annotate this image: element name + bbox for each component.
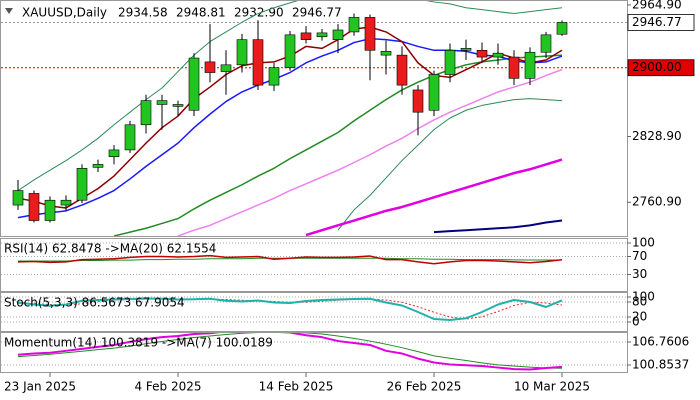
candle-body: [172, 104, 184, 107]
candle-body: [348, 17, 360, 33]
x-tick-label: 23 Jan 2025: [4, 380, 76, 394]
ohlc-close: 2946.77: [292, 6, 342, 20]
candle-body: [60, 199, 72, 206]
plot-area: [1, 333, 627, 371]
indicator-line: [17, 333, 563, 369]
candle-body: [268, 67, 280, 86]
price-box: [627, 59, 695, 77]
plot-area: [1, 242, 627, 275]
indicator-line: [177, 68, 563, 236]
candle-body: [204, 61, 216, 73]
ohlc-open: 2934.58: [118, 6, 168, 20]
price-label: 2900.00: [632, 60, 682, 74]
y-tick-label: 100: [632, 236, 655, 250]
candle-body: [508, 56, 520, 79]
y-tick-label: 70: [632, 249, 647, 263]
candle-body: [364, 17, 376, 51]
indicator-line: [305, 158, 563, 236]
y-tick-label: 2760.90: [632, 195, 682, 209]
price-label: 2946.77: [632, 15, 682, 29]
candle-body: [140, 100, 152, 126]
candle-body: [332, 29, 344, 40]
y-tick-label: 100: [632, 290, 655, 304]
x-tick-label: 26 Feb 2025: [387, 380, 462, 394]
indicator-title: Stoch(5,3,3) 86.5673 67.9054: [4, 296, 185, 310]
y-tick-label: 100.8537: [632, 358, 689, 372]
candle-body: [476, 49, 488, 58]
symbol: XAUUSD,Daily: [22, 6, 107, 20]
candle-body: [492, 52, 504, 58]
plot-area: [1, 1, 627, 236]
candle-body: [284, 34, 296, 69]
ohlc-high: 2948.81: [176, 6, 226, 20]
stoch-panel: [0, 292, 628, 332]
y-tick-label: 30: [632, 267, 647, 281]
candle-body: [556, 22, 568, 35]
indicator-line: [337, 98, 563, 231]
candle-body: [28, 193, 40, 221]
indicator-line: [113, 54, 563, 236]
candle-body: [92, 164, 104, 168]
indicator-line: [17, 37, 563, 219]
candle-body: [76, 167, 88, 201]
candle-body: [396, 54, 408, 86]
candle-body: [300, 32, 312, 40]
candle-body: [460, 48, 472, 51]
candle-body: [220, 64, 232, 72]
candle-body: [444, 49, 456, 75]
x-tick-label: 10 Mar 2025: [514, 380, 590, 394]
symbol-icon: [5, 8, 13, 14]
indicator-line: [17, 297, 563, 321]
candle-body: [44, 199, 56, 221]
y-tick-label: 80: [632, 295, 647, 309]
y-tick-label: 0: [632, 315, 640, 329]
candle-body: [156, 100, 168, 105]
candle-body: [524, 51, 536, 79]
candle-body: [12, 190, 24, 206]
y-tick-label: 2828.90: [632, 129, 682, 143]
candle-body: [124, 124, 136, 151]
candle-body: [540, 34, 552, 53]
y-tick-label: 2964.90: [632, 0, 682, 11]
candle-body: [188, 57, 200, 111]
indicator-title: Momentum(14) 100.3819 ->MA(7) 100.0189: [4, 336, 273, 350]
indicator-line: [17, 333, 563, 371]
candle-body: [428, 74, 440, 111]
indicator-line: [17, 1, 563, 191]
momentum-panel: [0, 332, 628, 373]
candle-body: [412, 89, 424, 113]
rsi-panel: [0, 238, 628, 292]
plot-area: [1, 296, 627, 323]
main-panel: [0, 0, 628, 237]
y-tick-label: 20: [632, 310, 647, 324]
x-tick-label: 4 Feb 2025: [134, 380, 201, 394]
indicator-title: RSI(14) 62.8478 ->MA(20) 62.1554: [4, 242, 216, 256]
indicator-line: [433, 219, 563, 234]
x-tick-label: 14 Feb 2025: [259, 380, 334, 394]
candle-body: [236, 39, 248, 66]
y-tick-label: 106.7606: [632, 334, 689, 348]
price-box: [627, 14, 695, 31]
candle-body: [380, 50, 392, 56]
indicator-line: [17, 254, 563, 265]
candle-body: [252, 39, 264, 86]
candle-body: [108, 149, 120, 157]
candle-body: [316, 32, 328, 38]
